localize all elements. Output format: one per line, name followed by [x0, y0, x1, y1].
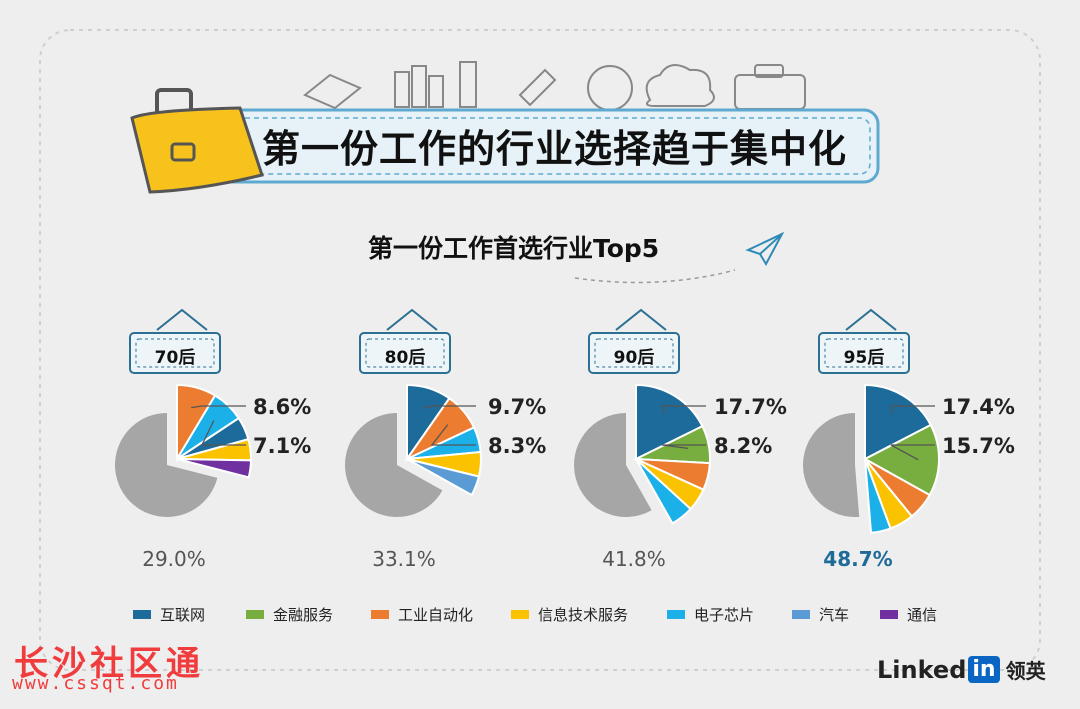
- leader-line: [661, 444, 706, 450]
- pie-slice-other: [574, 413, 652, 517]
- page-title: 第一份工作的行业选择趋于集中化: [262, 127, 848, 171]
- legend-item: 信息技术服务: [511, 604, 628, 625]
- pie-slice: [635, 458, 692, 525]
- generation-label-80: 80后: [384, 348, 426, 368]
- doodle-decorations: [303, 61, 806, 111]
- pie-slice: [864, 458, 892, 534]
- brand-cn: 领英: [1005, 659, 1046, 683]
- pie-slice: [635, 383, 704, 461]
- chart-subtitle: 第一份工作首选行业Top5: [368, 234, 660, 263]
- data-label: 15.7%: [942, 434, 1015, 458]
- legend-item: 互联网: [133, 604, 205, 625]
- leader-line: [890, 444, 935, 461]
- brand-name: Linked: [877, 655, 967, 684]
- legend-swatch: [511, 610, 529, 619]
- legend-swatch: [133, 610, 151, 619]
- pie-slice-other: [345, 413, 443, 517]
- data-label: 8.2%: [714, 434, 773, 458]
- generation-label-70: 70后: [154, 348, 196, 368]
- legend-label: 汽车: [819, 606, 850, 624]
- generation-tags: [129, 308, 910, 374]
- top5-total-80: 33.1%: [372, 547, 436, 571]
- tag-70: [129, 308, 221, 374]
- legend-swatch: [792, 610, 810, 619]
- paper-plane-icon: [745, 231, 785, 267]
- top5-total-70: 29.0%: [142, 547, 206, 571]
- legend-swatch: [371, 610, 389, 619]
- legend-swatch: [667, 610, 685, 619]
- watermark-text: 长沙社区通: [14, 644, 204, 684]
- legend-item: 工业自动化: [371, 604, 473, 625]
- pie-slice: [864, 383, 933, 461]
- top5-total-90: 41.8%: [602, 547, 666, 571]
- data-label: 17.4%: [942, 395, 1015, 419]
- pie-charts: [114, 383, 940, 534]
- legend-label: 金融服务: [273, 606, 334, 624]
- tag-95: [818, 308, 910, 374]
- leader-line: [890, 405, 935, 414]
- leader-line: [191, 405, 246, 409]
- data-label: 8.6%: [253, 395, 312, 419]
- title-banner-inner: [225, 117, 871, 175]
- legend-item: 金融服务: [246, 604, 333, 625]
- legend-swatch: [246, 610, 264, 619]
- legend-item: 汽车: [792, 604, 849, 625]
- briefcase-icon: [130, 88, 264, 194]
- generation-label-90: 90后: [613, 348, 655, 368]
- leader-line: [430, 424, 476, 446]
- legend-label: 工业自动化: [398, 606, 474, 624]
- legend-label: 通信: [907, 606, 938, 624]
- pie-slice: [176, 458, 253, 479]
- pie-slice: [406, 458, 481, 497]
- pie-slice: [862, 423, 940, 497]
- data-label: 17.7%: [714, 395, 787, 419]
- dashed-frame: [39, 29, 1041, 671]
- leader-line: [422, 405, 476, 409]
- legend-swatch: [880, 610, 898, 619]
- leader-line: [200, 420, 246, 446]
- legend-label: 电子芯片: [694, 606, 755, 624]
- legend-item: 电子芯片: [667, 604, 754, 625]
- legend-item: 通信: [880, 604, 937, 625]
- top5-total-95: 48.7%: [823, 547, 893, 571]
- subtitle-underline: [574, 269, 736, 284]
- watermark-url: www.cssqt.com: [12, 673, 179, 694]
- brand-in: in: [968, 656, 1000, 683]
- linkedin-logo: Linked in 领英: [877, 655, 1046, 684]
- leader-line: [661, 405, 706, 414]
- pie-slice-other: [802, 413, 860, 517]
- data-label: 8.3%: [488, 434, 547, 458]
- generation-label-95: 95后: [843, 348, 885, 368]
- tag-90: [588, 308, 680, 374]
- legend-label: 信息技术服务: [538, 606, 629, 624]
- legend-label: 互联网: [160, 606, 206, 624]
- data-label: 9.7%: [488, 395, 547, 419]
- pie-slice-other: [114, 413, 218, 518]
- data-label: 7.1%: [253, 434, 312, 458]
- tag-80: [359, 308, 451, 374]
